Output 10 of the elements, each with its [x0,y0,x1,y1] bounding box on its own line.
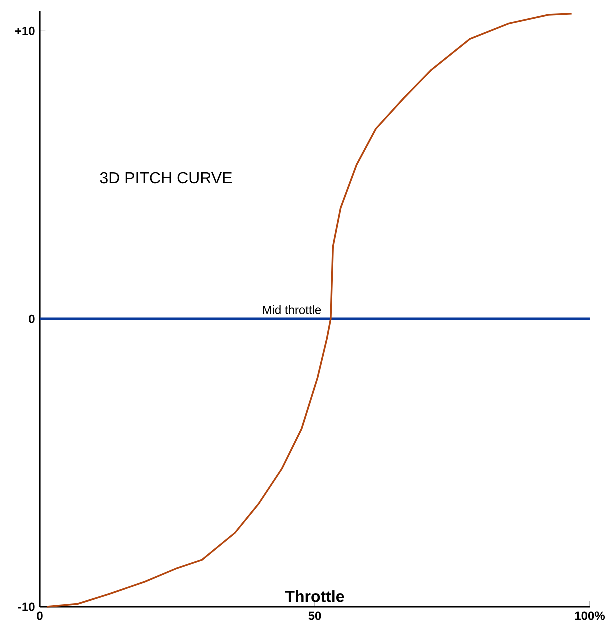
ref-line-label: Mid throttle [263,306,322,314]
y-tick-label: -10 [18,602,35,612]
x-tick-label: 50 [308,612,322,620]
y-tick-label: +10 [15,26,35,36]
x-axis-title: Throttle [285,590,344,602]
x-tick-label: 0 [37,612,43,620]
line-series [46,13,573,608]
x-tick-label: 100% [575,612,606,620]
y-tick-label: 0 [29,314,35,324]
text: 3D PITCH CURVE [100,172,232,184]
